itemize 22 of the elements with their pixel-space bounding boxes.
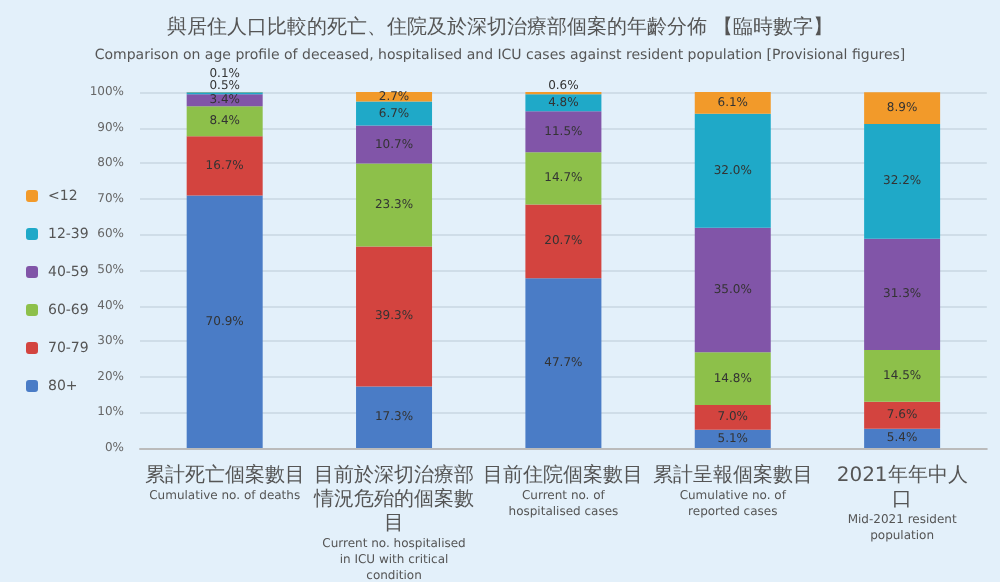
- bar: [864, 124, 941, 239]
- bar: [525, 111, 602, 153]
- bar: [186, 136, 263, 196]
- bar: [864, 350, 941, 402]
- bar: [694, 113, 771, 228]
- bar: [864, 238, 941, 351]
- bar: [694, 227, 771, 353]
- bar: [525, 278, 602, 448]
- bar: [694, 404, 771, 430]
- chart-title: 與居住人口比較的死亡、住院及於深切治療部個案的年齡分佈 【臨時數字】: [166, 15, 834, 39]
- bar: [525, 204, 602, 279]
- bar: [356, 246, 433, 387]
- bar: [525, 152, 602, 205]
- bar: [694, 352, 771, 405]
- bar: [356, 125, 433, 164]
- bar: [356, 386, 433, 448]
- bar: [864, 92, 941, 125]
- bar: [186, 195, 263, 448]
- bar: [694, 92, 771, 114]
- bar: [186, 106, 263, 137]
- bar: [864, 401, 941, 429]
- bar: [356, 163, 433, 247]
